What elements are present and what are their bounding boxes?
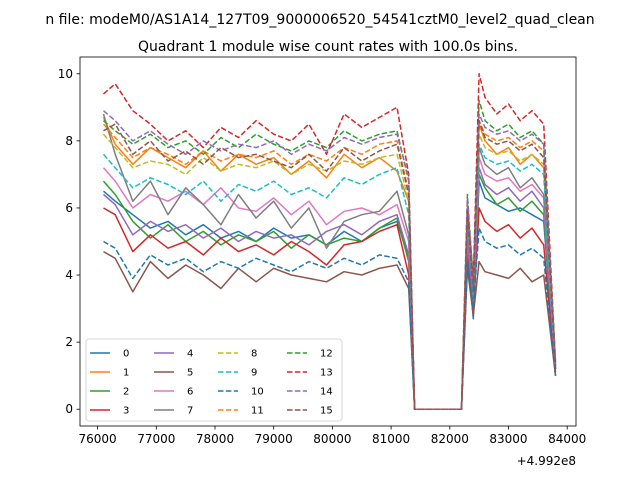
- legend-label-0: 0: [123, 349, 129, 360]
- legend-label-2: 2: [123, 387, 129, 398]
- legend-label-12: 12: [320, 349, 333, 360]
- legend-label-14: 14: [320, 387, 333, 398]
- series-line-7: [102, 113, 557, 410]
- legend-frame: [85, 338, 343, 422]
- x-tick-label: 81000: [372, 432, 410, 446]
- series-line-8: [102, 133, 557, 410]
- series-line-6: [102, 156, 557, 410]
- x-tick-label: 80000: [313, 432, 351, 446]
- x-tick-label: 84000: [548, 432, 586, 446]
- legend-label-15: 15: [320, 406, 333, 417]
- legend-label-9: 9: [251, 368, 257, 379]
- legend-label-4: 4: [187, 349, 193, 360]
- legend-label-3: 3: [123, 406, 129, 417]
- legend-label-11: 11: [251, 406, 264, 417]
- series-line-10: [103, 227, 557, 410]
- x-offset-text: +4.992e8: [517, 454, 576, 468]
- series-line-1: [102, 117, 557, 410]
- series-line-12: [103, 99, 557, 410]
- series-line-11: [102, 119, 557, 410]
- legend-label-10: 10: [251, 387, 264, 398]
- x-tick-label: 79000: [255, 432, 293, 446]
- y-tick-label: 2: [65, 335, 73, 349]
- axis-layer: 76000 77000 78000 79000 80000 81000 82000 83000…: [58, 67, 587, 446]
- series-line-2: [102, 173, 557, 410]
- series-line-13: [103, 73, 557, 410]
- x-tick-label: 76000: [79, 432, 117, 446]
- legend-label-5: 5: [187, 368, 193, 379]
- y-tick-label: 0: [65, 402, 73, 416]
- series-layer: [102, 73, 557, 410]
- x-tick-label: 82000: [431, 432, 469, 446]
- chart-suptitle: n file: modeM0/AS1A14_127T09_9000006520_…: [45, 12, 594, 28]
- chart-title: Quadrant 1 module wise count rates with …: [138, 39, 518, 55]
- series-line-5: [103, 250, 557, 410]
- plot-frame: [79, 56, 577, 427]
- y-tick-label: 4: [65, 268, 73, 282]
- legend-label-6: 6: [187, 387, 193, 398]
- x-tick-label: 77000: [137, 432, 175, 446]
- x-tick-label: 83000: [489, 432, 527, 446]
- legend-label-8: 8: [251, 349, 257, 360]
- y-tick-label: 8: [65, 134, 73, 148]
- legend-label-1: 1: [123, 368, 129, 379]
- legend-label-13: 13: [320, 368, 333, 379]
- series-line-3: [103, 207, 557, 410]
- y-tick-label: 6: [65, 201, 73, 215]
- series-line-9: [102, 143, 557, 410]
- legend-label-7: 7: [187, 406, 193, 417]
- y-tick-label: 10: [58, 67, 73, 81]
- series-line-15: [103, 119, 557, 410]
- series-line-4: [103, 166, 557, 410]
- x-tick-label: 78000: [196, 432, 234, 446]
